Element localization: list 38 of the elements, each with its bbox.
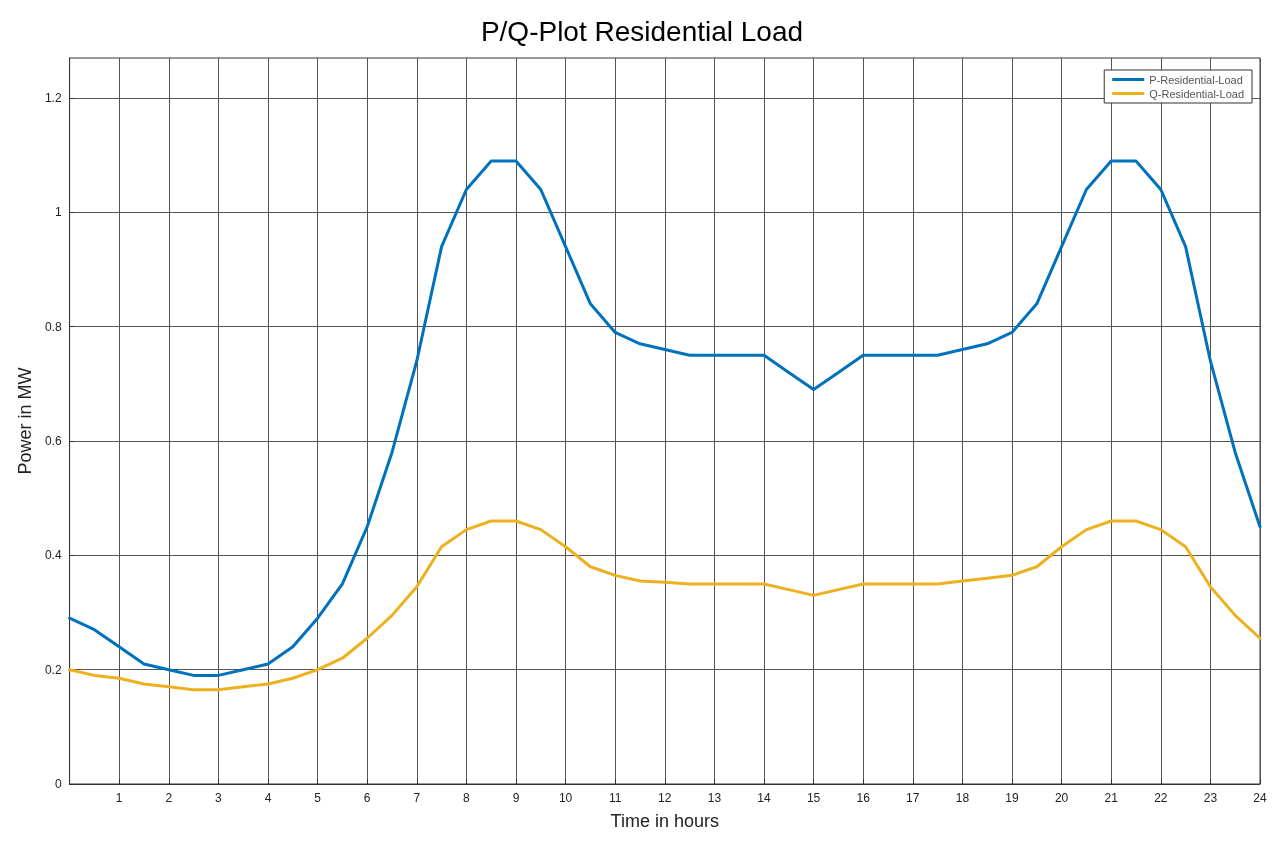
x-tick-label: 11 — [608, 791, 622, 805]
x-tick-label: 2 — [165, 791, 173, 805]
x-tick-label: 10 — [558, 791, 573, 805]
y-tick-label: 0.2 — [44, 662, 62, 677]
y-axis-title: Power in MW — [15, 367, 35, 475]
x-tick-label: 23 — [1203, 791, 1218, 805]
x-tick-label: 16 — [856, 791, 871, 805]
x-tick-label: 22 — [1154, 791, 1168, 805]
x-axis-title: Time in hours — [610, 811, 719, 831]
x-tick-label: 8 — [463, 791, 471, 805]
line-series — [68, 159, 1262, 677]
x-tick-label: 6 — [363, 791, 371, 805]
line-series — [68, 519, 1262, 692]
x-tick-label: 17 — [906, 791, 920, 805]
y-tick-label: 0 — [54, 777, 62, 791]
x-tick-label: 1 — [115, 791, 123, 805]
legend-label: Q-Residential-Load — [1149, 87, 1245, 100]
y-tick-label: 0.4 — [44, 548, 62, 563]
x-tick-label: 4 — [264, 791, 272, 805]
x-tick-label: 9 — [512, 791, 520, 805]
legend-label: P-Residential-Load — [1149, 73, 1243, 86]
x-tick-label: 12 — [658, 791, 672, 805]
x-tick-label: 13 — [707, 791, 722, 805]
x-tick-label: 15 — [806, 791, 821, 805]
y-tick-label: 0.6 — [44, 434, 62, 449]
chart-title: P/Q-Plot Residential Load — [480, 15, 804, 47]
x-tick-label: 18 — [955, 791, 970, 805]
x-tick-label: 24 — [1253, 791, 1267, 805]
x-tick-label: 7 — [413, 791, 421, 805]
x-tick-label: 19 — [1005, 791, 1019, 805]
x-tick-label: 21 — [1104, 791, 1119, 805]
x-tick-label: 20 — [1054, 791, 1069, 805]
y-tick-label: 1.2 — [44, 91, 62, 106]
x-tick-label: 5 — [314, 791, 322, 805]
x-tick-label: 3 — [215, 791, 223, 805]
y-tick-label: 1 — [54, 205, 62, 220]
y-tick-label: 0.8 — [44, 319, 62, 334]
x-tick-label: 14 — [757, 791, 771, 805]
